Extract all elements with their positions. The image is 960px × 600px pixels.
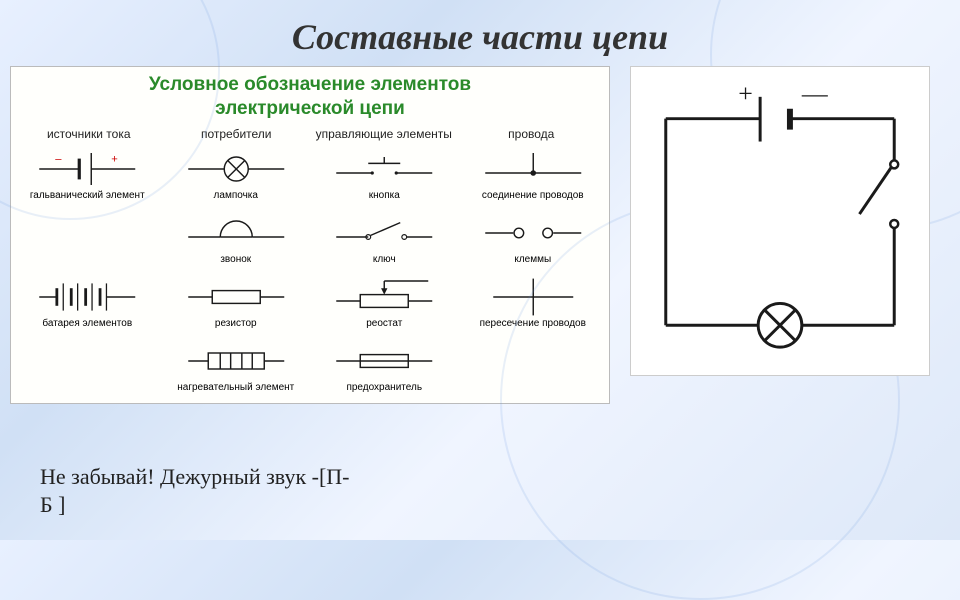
galvanic-label: гальванический элемент [30,190,145,201]
cell-key: ключ [312,209,457,269]
battery-icon [15,277,160,317]
cell-resistor: резистор [164,273,309,333]
cell-fuse: предохранитель [312,337,457,397]
wire-connection-label: соединение проводов [482,190,584,201]
rheostat-label: реостат [366,318,402,329]
rheostat-icon [312,277,457,317]
heater-icon [164,341,309,381]
cell-empty1 [15,209,160,269]
button-label: кнопка [369,190,400,201]
fuse-label: предохранитель [346,382,422,393]
wire-connection-icon [461,149,606,189]
lamp-label: лампочка [214,190,258,201]
col-controls: управляющие элементы [310,127,458,141]
content-row: Условное обозначение элементов электриче… [0,66,960,404]
bell-icon [164,213,309,253]
svg-text:+: + [111,153,118,165]
symbols-panel: Условное обозначение элементов электриче… [10,66,610,404]
cell-rheostat: реостат [312,273,457,333]
fuse-icon [312,341,457,381]
cell-terminals: клеммы [461,209,606,269]
col-consumers: потребители [163,127,311,141]
resistor-icon [164,277,309,317]
battery-label: батарея элементов [42,318,132,329]
cell-lamp: лампочка [164,145,309,205]
lamp-icon [164,149,309,189]
page-title: Составные части цепи [0,0,960,66]
footnote-l2: Б ] [40,492,65,517]
cell-wire-crossing: пересечение проводов [461,273,606,333]
resistor-label: резистор [215,318,257,329]
cell-wire-connection: соединение проводов [461,145,606,205]
key-label: ключ [373,254,396,265]
heater-label: нагревательный элемент [177,382,294,393]
cell-empty2 [15,337,160,397]
cell-button: кнопка [312,145,457,205]
symbols-grid: – + гальванический элемент лампочка [15,145,605,397]
cell-empty3 [461,337,606,397]
svg-text:–: – [55,153,62,165]
button-icon [312,149,457,189]
bell-label: звонок [220,254,251,265]
galvanic-icon: – + [15,149,160,189]
panel-title-l2: электрической цепи [215,98,405,119]
footnote-l1: Не забывай! Дежурный звук -[П- [40,464,350,489]
panel-title-l1: Условное обозначение элементов [149,74,471,95]
terminals-icon [461,213,606,253]
cell-heater: нагревательный элемент [164,337,309,397]
circuit-diagram: + — [630,66,930,376]
panel-title: Условное обозначение элементов электриче… [15,73,605,121]
wire-crossing-icon [461,277,606,317]
key-icon [312,213,457,253]
footnote: Не забывай! Дежурный звук -[П- Б ] [40,463,350,520]
cell-bell: звонок [164,209,309,269]
cell-battery: батарея элементов [15,273,160,333]
wire-crossing-label: пересечение проводов [480,318,586,329]
circuit-icon: + — [631,67,929,375]
terminals-label: клеммы [514,254,551,265]
svg-text:—: — [801,79,828,108]
column-headers: источники тока потребители управляющие э… [15,127,605,141]
col-sources: источники тока [15,127,163,141]
svg-text:+: + [738,79,753,108]
col-wires: провода [458,127,606,141]
cell-galvanic: – + гальванический элемент [15,145,160,205]
